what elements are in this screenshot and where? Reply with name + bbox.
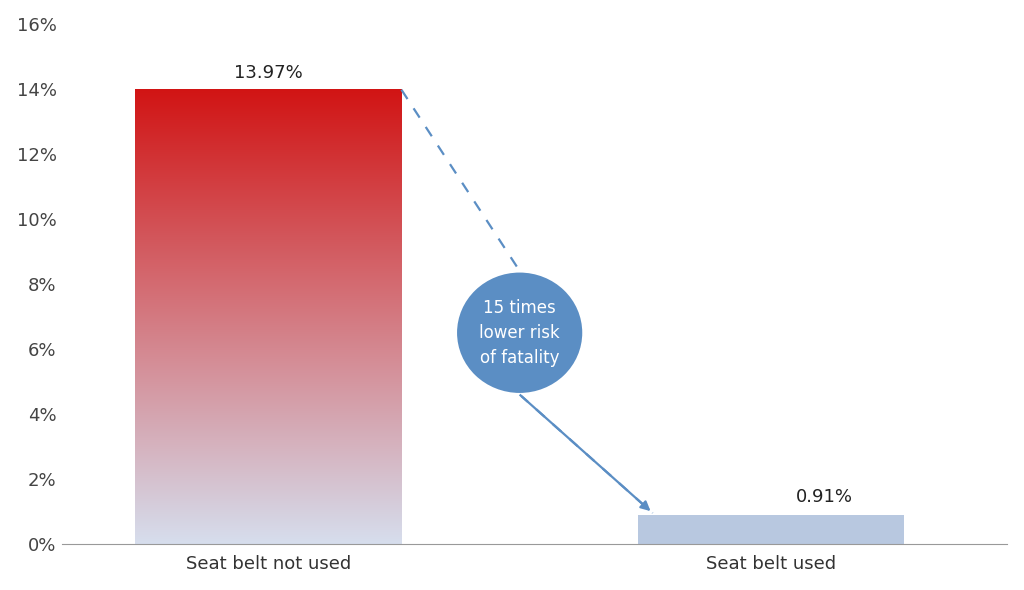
Bar <box>638 514 904 544</box>
Text: 13.97%: 13.97% <box>234 64 303 81</box>
Text: 0.91%: 0.91% <box>796 489 853 506</box>
Text: 15 times
lower risk
of fatality: 15 times lower risk of fatality <box>479 299 560 367</box>
Ellipse shape <box>457 273 583 393</box>
